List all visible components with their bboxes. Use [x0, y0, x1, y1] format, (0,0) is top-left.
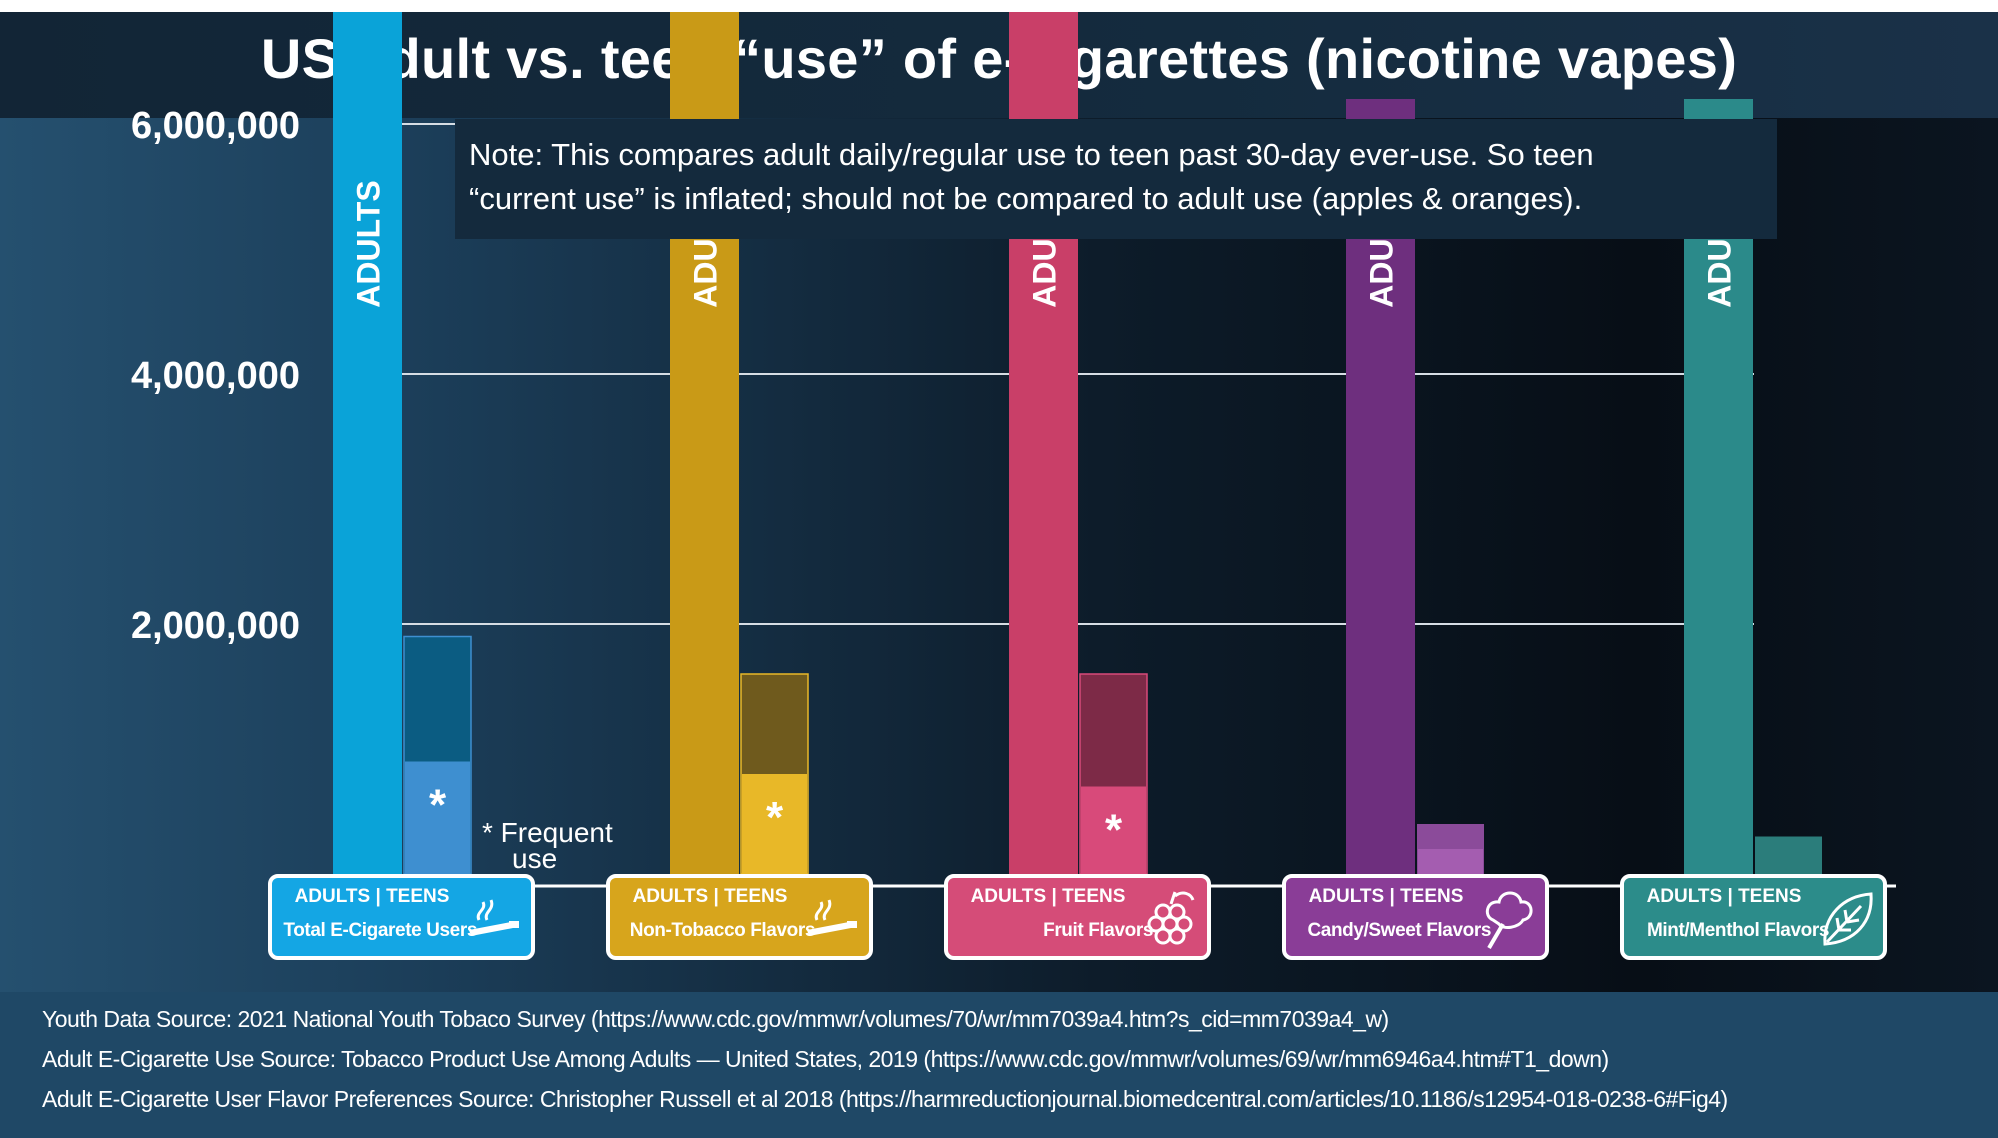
source-adult-use: Adult E-Cigarette Use Source: Tobacco Pr… — [42, 1046, 1609, 1072]
frequent-asterisk: * — [429, 781, 447, 830]
adult-bar-label: ADULTS — [351, 180, 387, 307]
legend-box: ADULTS | TEENS Total E-Cigarete Users — [268, 874, 535, 960]
note-box: Note: This compares adult daily/regular … — [455, 119, 1777, 239]
y-tick-label: 6,000,000 — [131, 105, 300, 147]
legend-header: ADULTS | TEENS — [1308, 886, 1464, 907]
source-youth: Youth Data Source: 2021 National Youth T… — [42, 1006, 1389, 1032]
legend-header: ADULTS | TEENS — [294, 886, 450, 907]
cotton-candy-icon — [1485, 891, 1533, 950]
legend-box: ADULTS | TEENS Candy/Sweet Flavors — [1282, 874, 1549, 960]
legend-category-label: Total E-Cigarete Users — [283, 920, 477, 941]
frequent-asterisk: * — [1105, 806, 1123, 855]
y-tick-label: 2,000,000 — [131, 605, 300, 647]
vape-pen-icon — [807, 899, 857, 936]
frequent-use-annotation-line1: * Frequent — [482, 817, 613, 848]
teen-frequent-bar — [405, 761, 470, 874]
legend-category-label: Mint/Menthol Flavors — [1646, 920, 1829, 941]
legend-box: ADULTS | TEENS Non-Tobacco Flavors — [606, 874, 873, 960]
legend-category-label: Fruit Flavors — [1043, 920, 1153, 941]
legend-header: ADULTS | TEENS — [1646, 886, 1802, 907]
note-text: Note: This compares adult daily/regular … — [469, 137, 1594, 216]
sources-band: Youth Data Source: 2021 National Youth T… — [0, 992, 1998, 1138]
teen-bar — [1755, 836, 1822, 874]
mint-leaf-icon — [1823, 892, 1873, 946]
adult-bar — [333, 12, 402, 874]
legend-box: ADULTS | TEENS Mint/Menthol Flavors — [1620, 874, 1887, 960]
source-flavor: Adult E-Cigarette User Flavor Preference… — [42, 1086, 1728, 1112]
frequent-use-annotation-line2: use — [512, 843, 557, 874]
teen-frequent-bar — [1418, 849, 1483, 874]
legend-category-label: Non-Tobacco Flavors — [629, 920, 816, 941]
grapes-icon — [1147, 891, 1195, 945]
vape-pen-icon — [469, 899, 519, 936]
legend-box: ADULTS | TEENS Fruit Flavors — [944, 874, 1211, 960]
slide: US adult vs. teen “use” of e-cigarettes … — [0, 12, 1998, 1138]
legend-header: ADULTS | TEENS — [970, 886, 1126, 907]
frequent-asterisk: * — [766, 793, 784, 842]
y-tick-label: 4,000,000 — [131, 355, 300, 397]
bar-chart: 2,000,0004,000,0006,000,0008,000,00010,0… — [131, 12, 1896, 888]
chart-title: US adult vs. teen “use” of e-cigarettes … — [260, 27, 1738, 90]
legend-category-label: Candy/Sweet Flavors — [1307, 920, 1491, 941]
teen-frequent-bar — [1081, 786, 1146, 874]
legend-header: ADULTS | TEENS — [632, 886, 788, 907]
teen-frequent-bar — [742, 774, 807, 874]
